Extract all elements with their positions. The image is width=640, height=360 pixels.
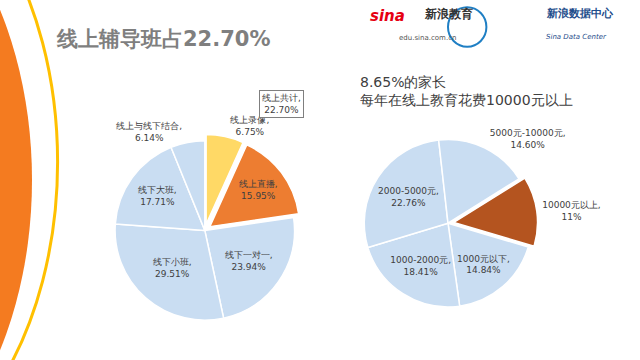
svg-text:8.65%的家长每年在线上教育花费10000元以上: 8.65%的家长每年在线上教育花费10000元以上 (360, 74, 573, 108)
svg-text:2000-5000元,22.76%: 2000-5000元,22.76% (378, 186, 439, 208)
svg-text:新浪教育: 新浪教育 (424, 7, 473, 21)
svg-text:线下大班,17.71%: 线下大班,17.71% (138, 185, 177, 207)
svg-text:Sina Data Center: Sina Data Center (546, 33, 607, 41)
svg-text:1000-2000元,18.41%: 1000-2000元,18.41% (390, 255, 451, 277)
svg-text:1000元以下,14.84%: 1000元以下,14.84% (457, 254, 510, 276)
svg-text:线上直播,15.95%: 线上直播,15.95% (239, 179, 278, 201)
svg-text:sina: sina (370, 7, 405, 25)
svg-text:5000元-10000元,14.60%: 5000元-10000元,14.60% (490, 128, 566, 150)
svg-text:10000元以上,11%: 10000元以上,11% (542, 200, 601, 222)
svg-text:线上辅导班占22.70%: 线上辅导班占22.70% (56, 27, 270, 51)
svg-text:线下小班,29.51%: 线下小班,29.51% (153, 257, 192, 279)
svg-text:新浪数据中心: 新浪数据中心 (546, 7, 614, 20)
svg-text:线上共计,22.70%: 线上共计,22.70% (262, 93, 301, 115)
svg-text:线上与线下结合,6.14%: 线上与线下结合,6.14% (116, 121, 182, 143)
svg-text:线上录像,6.75%: 线上录像,6.75% (230, 115, 269, 137)
svg-text:线下一对一,23.94%: 线下一对一,23.94% (225, 250, 273, 272)
svg-text:edu.sina.com.cn: edu.sina.com.cn (399, 34, 456, 42)
